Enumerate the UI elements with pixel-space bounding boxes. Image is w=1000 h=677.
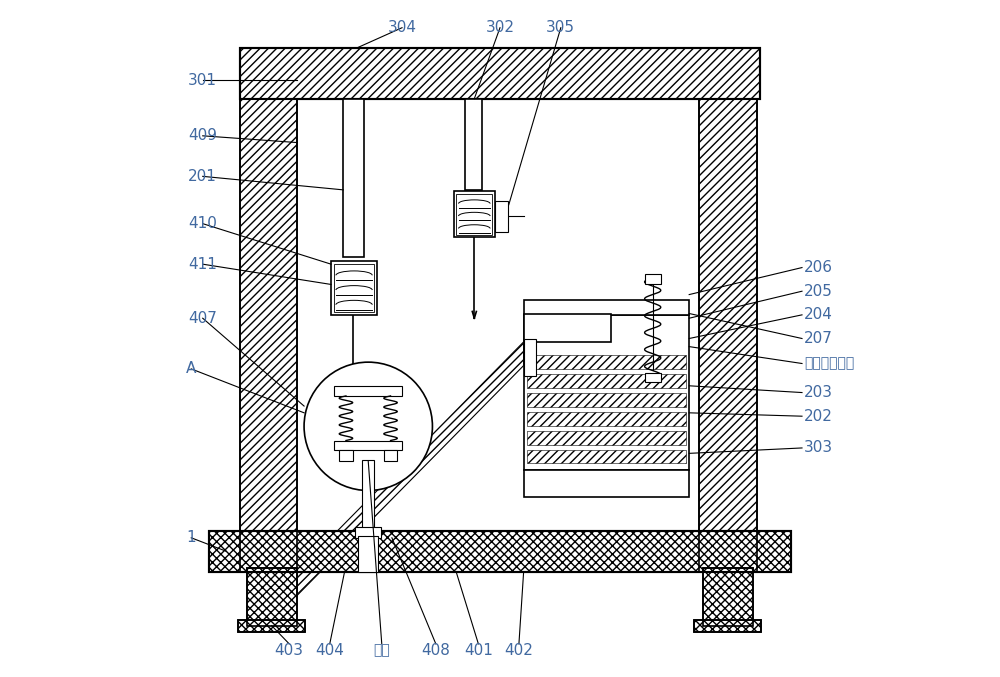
Bar [331, 261, 377, 315]
Text: 411: 411 [188, 257, 217, 271]
Bar [524, 315, 689, 471]
Text: 402: 402 [504, 643, 533, 658]
Text: 203: 203 [804, 385, 833, 400]
Bar [339, 450, 353, 462]
Bar [334, 387, 402, 396]
Bar [694, 620, 761, 632]
Bar [703, 568, 753, 626]
Text: 201: 201 [188, 169, 217, 184]
Bar [527, 431, 686, 445]
Text: 膜片: 膜片 [373, 644, 390, 657]
Text: 205: 205 [804, 284, 833, 299]
Bar [699, 99, 757, 571]
Bar [240, 99, 297, 571]
Circle shape [304, 362, 432, 491]
Text: 404: 404 [315, 643, 344, 658]
Text: 409: 409 [188, 129, 217, 144]
Bar [358, 536, 378, 571]
Text: 橡胶膜片原料: 橡胶膜片原料 [804, 357, 854, 370]
Bar [362, 460, 374, 531]
Bar [527, 412, 686, 426]
Bar [240, 48, 760, 99]
Bar [694, 620, 761, 632]
Text: 407: 407 [188, 311, 217, 326]
Bar [334, 263, 374, 312]
Bar [465, 99, 482, 190]
Bar [703, 568, 753, 626]
Bar [247, 568, 297, 626]
Bar [527, 355, 686, 369]
Bar [527, 450, 686, 464]
Text: 302: 302 [486, 20, 514, 35]
Text: 204: 204 [804, 307, 833, 322]
Text: A: A [186, 362, 196, 376]
Text: 408: 408 [421, 643, 450, 658]
Bar [238, 620, 305, 632]
Bar [209, 531, 791, 571]
Bar [645, 373, 661, 383]
Text: 305: 305 [546, 20, 575, 35]
Text: 303: 303 [804, 441, 833, 456]
Bar [384, 450, 397, 462]
Text: 1: 1 [186, 530, 196, 545]
Bar [524, 300, 689, 315]
Bar [527, 374, 686, 388]
Bar [247, 568, 297, 626]
Text: 410: 410 [188, 216, 217, 231]
Bar [454, 191, 495, 237]
Bar [699, 99, 757, 571]
Text: 301: 301 [188, 73, 217, 88]
Text: 304: 304 [388, 20, 417, 35]
Text: 403: 403 [275, 643, 304, 658]
Bar [524, 471, 689, 498]
Bar [355, 527, 381, 538]
Bar [645, 274, 661, 284]
Bar [527, 393, 686, 407]
Bar [456, 194, 492, 235]
Text: 401: 401 [464, 643, 493, 658]
Bar [343, 99, 364, 257]
Bar [240, 48, 760, 99]
Text: 207: 207 [804, 331, 833, 346]
Polygon shape [297, 342, 524, 595]
Bar [238, 620, 305, 632]
Bar [240, 99, 297, 571]
Bar [524, 313, 611, 342]
Text: 202: 202 [804, 409, 833, 424]
Bar [209, 531, 791, 571]
Text: 206: 206 [804, 260, 833, 275]
Bar [495, 200, 508, 232]
Bar [524, 338, 536, 376]
Bar [334, 441, 402, 450]
